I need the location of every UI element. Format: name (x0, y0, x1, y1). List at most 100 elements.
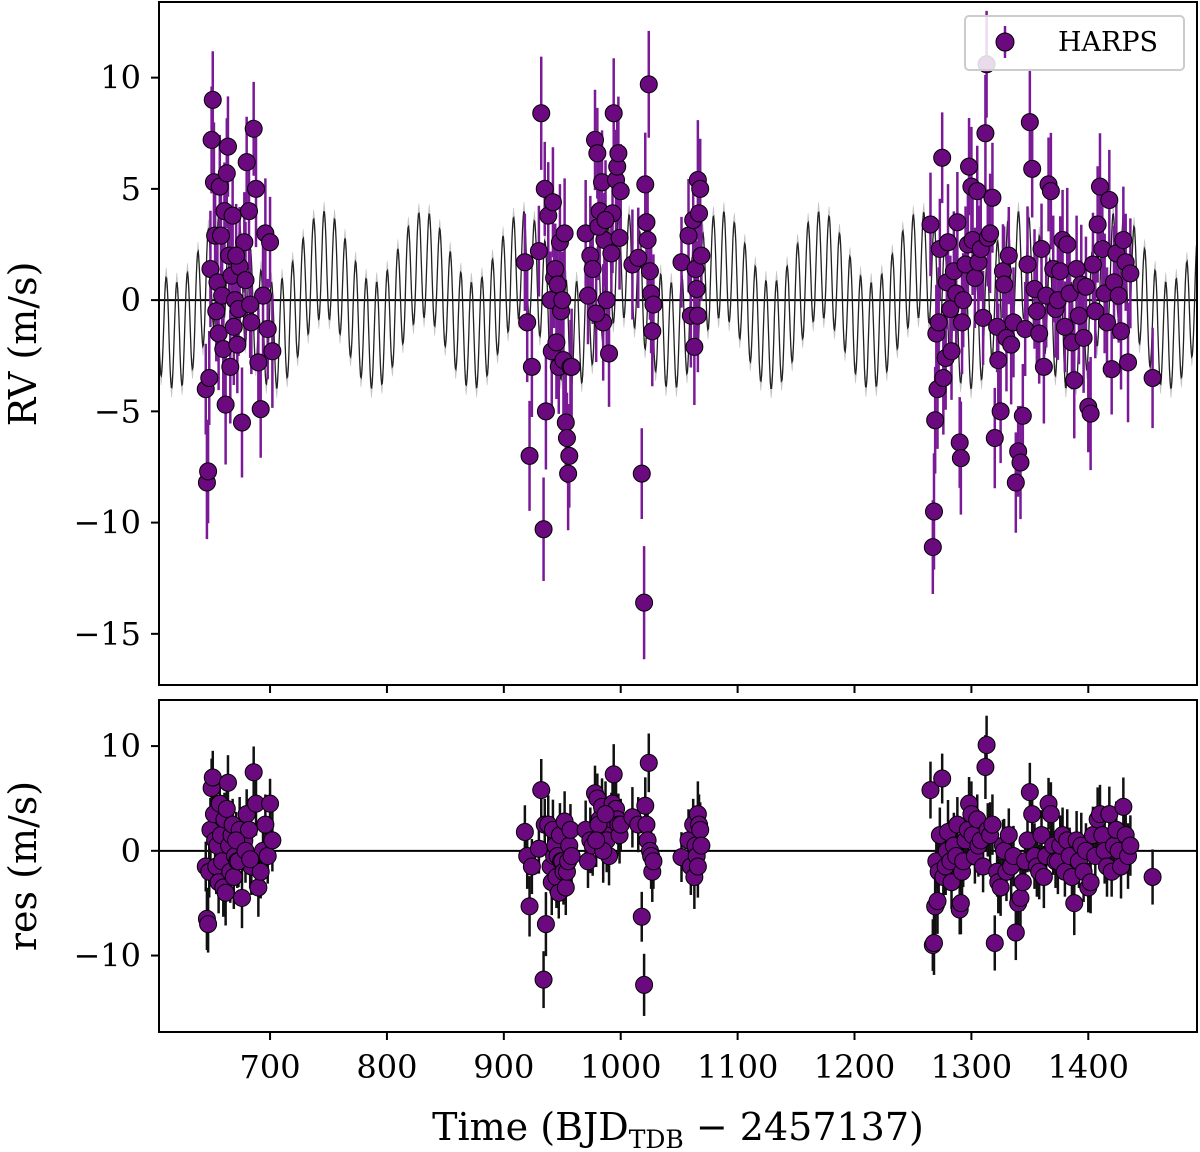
data-point (548, 275, 567, 294)
data-point (536, 402, 555, 421)
residual-y-ticks: −10 0 10 (73, 727, 159, 975)
data-point (960, 157, 979, 176)
data-point (1086, 302, 1105, 321)
rv-panel: −15 −10 −5 0 5 10 RV (m/s) HARPS (1, 1, 1198, 693)
data-point (247, 179, 266, 198)
data-point (1065, 894, 1084, 913)
data-point (1100, 191, 1119, 210)
data-point (534, 520, 553, 539)
data-point (536, 915, 555, 934)
data-point (518, 313, 537, 332)
data-point (1121, 264, 1140, 283)
residual-x-ticks: 700 800 900 1000 1100 1200 1300 1400 (240, 1032, 1129, 1086)
data-point (1023, 159, 1042, 178)
data-point (547, 333, 566, 352)
data-point (934, 368, 953, 387)
data-point (241, 850, 260, 869)
data-point (1020, 113, 1039, 132)
data-point (203, 90, 222, 109)
x-axis-label: Time (BJDTDB − 2457137) (432, 1105, 924, 1152)
x-axis-label-rest: − 2457137) (684, 1105, 924, 1149)
legend-label: HARPS (1058, 27, 1158, 58)
x-tick-label: 900 (473, 1048, 534, 1086)
data-point (632, 907, 651, 926)
data-point (644, 852, 663, 871)
residual-y-axis-label: res (m/s) (1, 781, 45, 951)
data-point (217, 164, 236, 183)
data-point (251, 400, 270, 419)
data-point (1032, 239, 1051, 258)
data-point (228, 335, 247, 354)
y-tick-label: −10 (73, 504, 141, 542)
data-point (611, 182, 630, 201)
data-point (1027, 302, 1046, 321)
data-point (692, 836, 711, 855)
data-point (1006, 473, 1025, 492)
data-point (553, 291, 572, 310)
data-point (1112, 322, 1131, 341)
data-point (207, 302, 226, 321)
data-point (1011, 453, 1030, 472)
data-point (1032, 826, 1051, 845)
data-point (532, 104, 551, 123)
data-point (520, 897, 539, 916)
data-point (224, 867, 243, 886)
rv-y-ticks: −15 −10 −5 0 5 10 (73, 59, 159, 653)
x-axis-label-subscript: TDB (629, 1125, 684, 1152)
data-point (688, 306, 707, 325)
data-point (203, 768, 222, 787)
data-point (588, 144, 607, 163)
data-point (520, 446, 539, 465)
data-point (1076, 277, 1095, 296)
data-point (1006, 923, 1025, 942)
data-point (556, 878, 575, 897)
data-point (199, 915, 218, 934)
data-point (638, 231, 657, 250)
data-point (1143, 867, 1162, 886)
data-point (635, 593, 654, 612)
data-point (977, 736, 996, 755)
data-point (240, 820, 259, 839)
data-point (639, 75, 658, 94)
data-point (561, 820, 580, 839)
data-point (636, 796, 655, 815)
data-point (555, 224, 574, 243)
rv-y-axis-label: RV (m/s) (1, 262, 45, 427)
data-point (600, 344, 619, 363)
x-tick-label: 1400 (1048, 1048, 1129, 1086)
data-point (560, 446, 579, 465)
data-point (543, 193, 562, 212)
data-point (636, 175, 655, 194)
data-point (948, 213, 967, 232)
data-point (522, 857, 541, 876)
data-point (637, 815, 656, 834)
data-point (1058, 235, 1077, 254)
data-point (532, 781, 551, 800)
data-point (261, 233, 280, 252)
data-point (244, 763, 263, 782)
data-point (685, 337, 704, 356)
data-point (924, 933, 943, 952)
data-point (1034, 357, 1053, 376)
data-point (976, 758, 995, 777)
data-point (928, 892, 947, 911)
data-point (1055, 317, 1074, 336)
data-point (211, 226, 230, 245)
data-point (256, 815, 275, 834)
residual-points (196, 736, 1162, 994)
data-point (929, 313, 948, 332)
y-tick-label: 0 (121, 832, 141, 870)
data-point (515, 822, 534, 841)
data-point (679, 226, 698, 245)
data-point (610, 228, 629, 247)
data-point (985, 933, 1004, 952)
data-point (534, 970, 553, 989)
data-point (1065, 371, 1084, 390)
data-point (1020, 783, 1039, 802)
data-point (999, 246, 1018, 265)
data-point (688, 857, 707, 876)
data-point (1041, 182, 1060, 201)
rv-axes-frame (158, 1, 1198, 686)
legend-box (964, 15, 1185, 71)
data-point (942, 342, 961, 361)
